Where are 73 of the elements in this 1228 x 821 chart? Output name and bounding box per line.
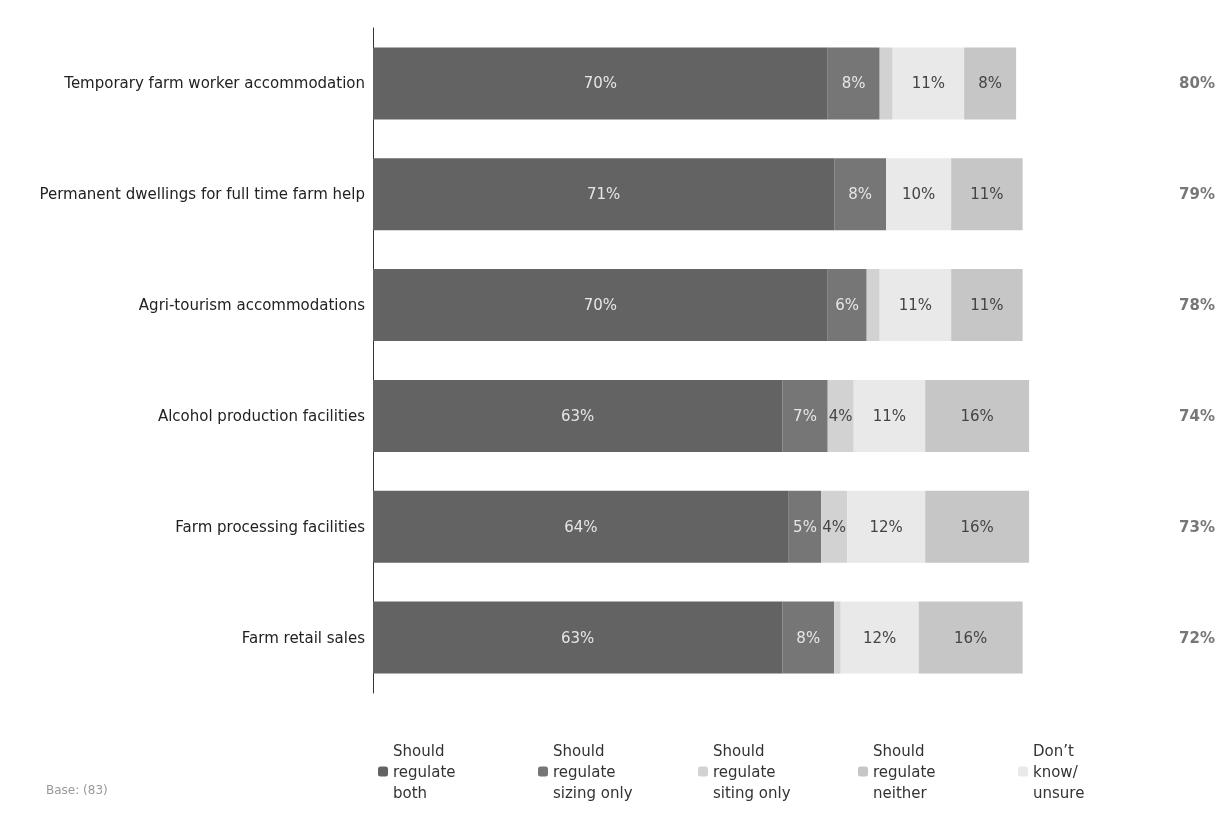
data-label: 11% xyxy=(872,406,907,425)
y-tick-label: Permanent dwellings for full time farm help xyxy=(39,185,365,204)
data-label: 12% xyxy=(869,517,903,536)
bar xyxy=(834,158,887,231)
data-label: 8% xyxy=(978,74,1003,93)
data-label: 11% xyxy=(898,296,933,315)
y-tick-label: Farm retail sales xyxy=(241,628,366,647)
data-label: 11% xyxy=(911,74,946,93)
data-label: 70% xyxy=(583,296,618,315)
text: 72% xyxy=(1179,628,1215,647)
text: 79% xyxy=(1179,185,1215,204)
data-label: 63% xyxy=(560,628,595,647)
bar xyxy=(827,47,880,120)
bar xyxy=(925,379,1030,452)
bar xyxy=(879,47,893,120)
bar xyxy=(373,269,828,342)
bar xyxy=(853,379,926,452)
bar xyxy=(821,490,848,563)
y-tick-label: Alcohol production facilities xyxy=(157,406,366,425)
data-label: 16% xyxy=(960,406,994,425)
data-label: 8% xyxy=(841,74,866,93)
bar xyxy=(925,490,1030,563)
bar xyxy=(782,379,828,452)
data-label: 63% xyxy=(560,406,595,425)
data-label: 12% xyxy=(863,628,897,647)
data-label: 11% xyxy=(970,296,1004,315)
y-tick-label: Agri-tourism accommodations xyxy=(138,296,366,315)
data-label: 7% xyxy=(793,406,817,425)
data-label: 8% xyxy=(848,185,873,204)
data-label: 11% xyxy=(970,185,1004,204)
data-label: 64% xyxy=(564,517,598,536)
bar xyxy=(827,269,867,342)
bar xyxy=(847,490,926,563)
bar xyxy=(879,269,952,342)
data-label: 5% xyxy=(793,517,817,536)
data-label: 4% xyxy=(828,406,853,425)
text: 73% xyxy=(1179,517,1215,536)
y-tick-label: Temporary farm worker accommodation xyxy=(63,74,365,93)
legend-label: Should regulate neither xyxy=(873,741,941,802)
legend-label: Don’t know/ unsure xyxy=(1033,741,1085,802)
data-label: 6% xyxy=(835,296,860,315)
bar xyxy=(373,47,828,120)
bar xyxy=(373,601,783,674)
text: Base: (83) xyxy=(46,783,108,797)
text: 78% xyxy=(1179,296,1215,315)
data-label: 8% xyxy=(796,628,821,647)
bar xyxy=(964,47,1017,120)
data-label: 4% xyxy=(822,517,847,536)
data-label: 71% xyxy=(586,185,621,204)
bar xyxy=(951,269,1023,342)
text: 80% xyxy=(1179,74,1215,93)
y-tick-label: Farm processing facilities xyxy=(175,517,366,536)
bar xyxy=(840,601,919,674)
bar xyxy=(892,47,965,120)
bar xyxy=(834,601,841,674)
bar xyxy=(866,269,880,342)
legend-label: Should regulate both xyxy=(393,741,461,802)
bar xyxy=(788,490,822,563)
bar xyxy=(373,490,789,563)
legend-label: Should regulate siting only xyxy=(713,741,791,802)
legend-label: Should regulate sizing only xyxy=(553,741,633,802)
data-label: 16% xyxy=(953,628,988,647)
text: 74% xyxy=(1179,406,1215,425)
bar xyxy=(827,379,854,452)
data-label: 16% xyxy=(960,517,994,536)
bar xyxy=(373,379,783,452)
data-label: 70% xyxy=(583,74,618,93)
bar xyxy=(918,601,1023,674)
bar xyxy=(951,158,1023,231)
bar xyxy=(886,158,952,231)
data-label: 10% xyxy=(901,185,936,204)
bar xyxy=(373,158,835,231)
bar xyxy=(782,601,835,674)
